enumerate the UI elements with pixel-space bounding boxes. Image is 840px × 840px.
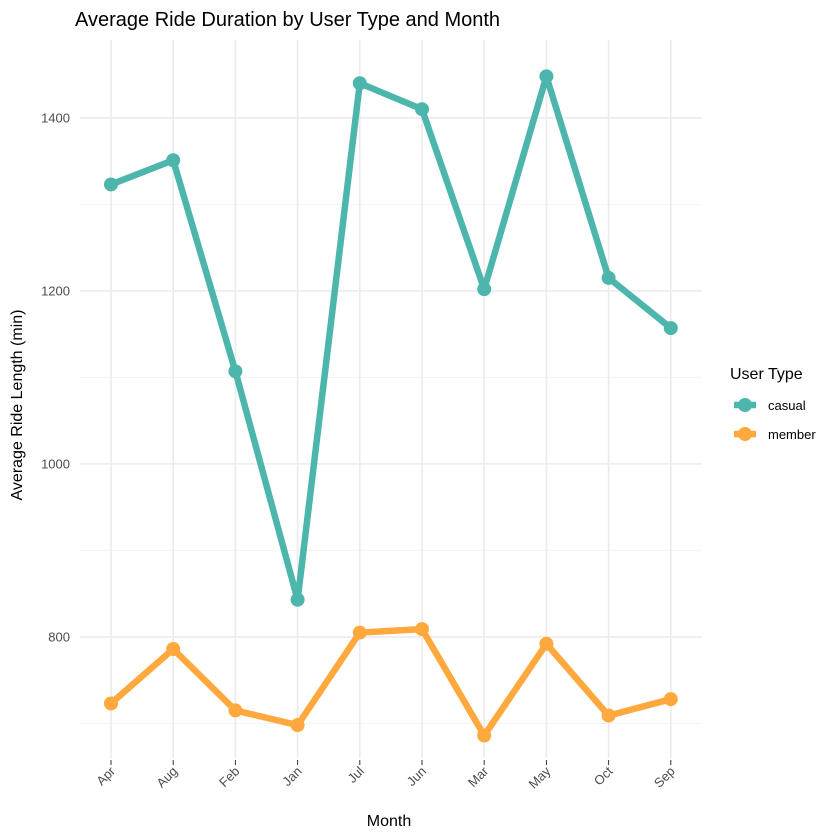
y-tick-label: 1000 <box>41 456 70 471</box>
series-member <box>104 622 678 743</box>
legend-entry-member: member <box>734 427 816 442</box>
legend-title: User Type <box>730 366 803 383</box>
x-tick-label: Mar <box>465 763 492 790</box>
data-point-member <box>228 703 243 718</box>
x-tick-label: Aug <box>153 764 180 791</box>
x-tick-label: Jul <box>345 763 367 785</box>
data-point-member <box>477 728 492 743</box>
x-tick-label: Apr <box>93 763 118 788</box>
data-point-member <box>352 625 367 640</box>
x-tick-label: Jun <box>404 764 429 789</box>
y-axis: 800 1000 1200 1400 <box>41 110 70 644</box>
x-tick-label: Feb <box>216 764 242 790</box>
series-line-member <box>107 625 675 739</box>
x-tick-label: Jan <box>279 764 304 789</box>
legend-key-point <box>738 427 752 441</box>
series-casual <box>104 69 678 607</box>
legend-label: member <box>768 427 816 442</box>
y-tick-label: 1200 <box>41 283 70 298</box>
x-tick-label: May <box>526 763 554 791</box>
series-line-casual <box>107 73 675 603</box>
legend: User Type casual member <box>730 366 816 442</box>
data-point-casual <box>104 177 118 192</box>
x-tick-label: Sep <box>651 764 678 791</box>
data-point-casual <box>290 592 305 607</box>
chart-title: Average Ride Duration by User Type and M… <box>75 9 500 31</box>
data-point-member <box>104 696 118 711</box>
legend-key-point <box>738 398 752 412</box>
legend-entry-casual: casual <box>734 398 806 413</box>
data-point-casual <box>663 321 678 336</box>
data-point-member <box>290 718 305 733</box>
y-tick-label: 800 <box>48 629 70 644</box>
data-point-casual <box>166 153 181 168</box>
series-layer <box>104 69 678 743</box>
data-point-member <box>166 642 181 657</box>
data-point-casual <box>601 270 616 285</box>
y-axis-title: Average Ride Length (min) <box>9 310 26 501</box>
data-point-member <box>539 636 554 651</box>
data-point-member <box>663 692 678 707</box>
data-point-casual <box>539 69 554 84</box>
legend-label: casual <box>768 398 806 413</box>
data-point-casual <box>477 282 492 297</box>
data-point-casual <box>352 76 367 91</box>
x-axis-title: Month <box>367 813 411 830</box>
data-point-member <box>415 622 429 637</box>
x-tick-label: Oct <box>591 763 616 788</box>
x-axis: Apr Aug Feb Jan Jul Jun Mar May Oct Sep <box>93 760 678 791</box>
data-point-casual <box>228 364 243 379</box>
data-point-member <box>601 708 616 723</box>
y-tick-label: 1400 <box>41 110 70 125</box>
data-point-casual <box>415 102 429 117</box>
